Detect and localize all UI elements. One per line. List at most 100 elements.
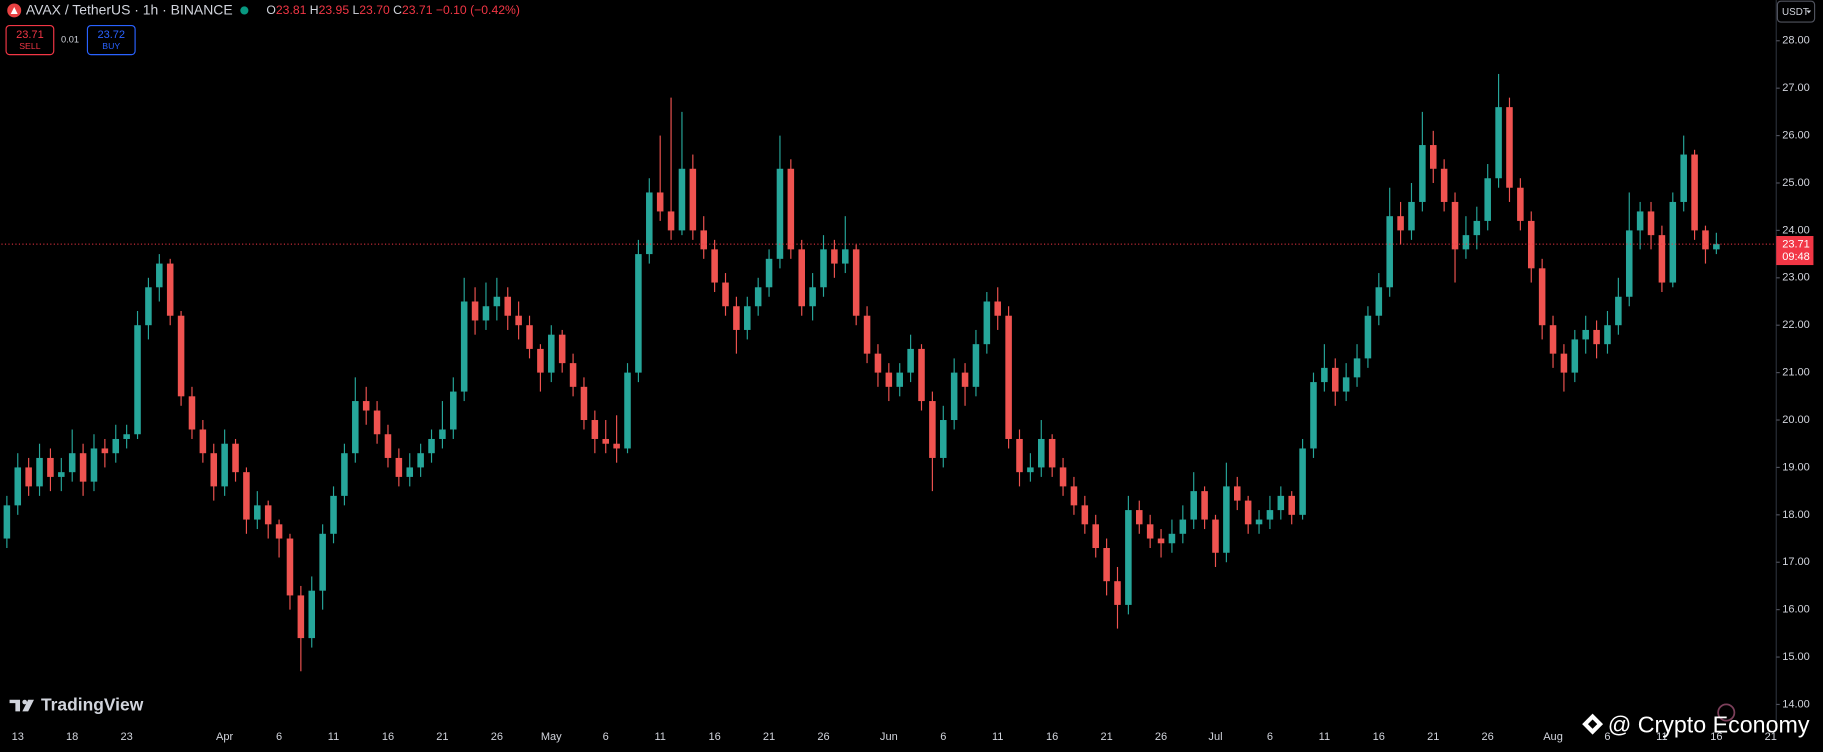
candle-body: [1244, 500, 1252, 525]
x-tick-label: 6: [1604, 731, 1610, 743]
candle-body: [1016, 438, 1023, 473]
candle-body: [450, 391, 457, 430]
candle-body: [79, 453, 87, 482]
candle-body: [515, 315, 522, 326]
candle-body: [199, 429, 207, 454]
buy-button[interactable]: 23.72 BUY: [86, 24, 136, 56]
sell-label[interactable]: SELL: [19, 41, 40, 51]
candle-body: [537, 348, 544, 373]
candle-body: [1625, 230, 1633, 297]
y-tick-label: 23.00: [1782, 272, 1810, 284]
candle-body: [798, 249, 805, 307]
candle-body: [1495, 107, 1502, 179]
x-tick-label: 16: [1046, 731, 1058, 743]
countdown: 09:48: [1782, 251, 1810, 263]
logo-text[interactable]: TradingView: [41, 695, 144, 715]
candle-body: [1081, 505, 1089, 525]
candle-body: [1691, 154, 1698, 231]
candle-body: [1636, 211, 1644, 231]
x-tick-label: 16: [382, 731, 394, 743]
tradingview-logo[interactable]: TradingView: [9, 695, 144, 715]
candle-body: [232, 443, 239, 473]
x-tick-label: 16: [1373, 731, 1385, 743]
x-tick-label: 6: [940, 731, 946, 743]
x-tick-label: 11: [328, 731, 339, 743]
candle-body: [754, 287, 762, 307]
y-tick-label: 28.00: [1782, 35, 1810, 47]
x-tick-label: 23: [121, 731, 133, 743]
watermark-text: @ Crypto Economy: [1608, 712, 1810, 738]
sell-box[interactable]: [5, 24, 55, 56]
currency-box[interactable]: [1776, 0, 1816, 23]
watermark: @ Crypto Economy: [1582, 712, 1810, 738]
candle-body: [1419, 145, 1426, 202]
candle-body: [940, 420, 947, 458]
candle-body: [744, 306, 751, 330]
candle-body: [1103, 548, 1110, 582]
candle-body: [667, 211, 675, 231]
ohlc-value: 23.81: [276, 3, 307, 17]
sell-price[interactable]: 23.71: [16, 29, 44, 41]
currency-caret[interactable]: [1806, 10, 1812, 14]
y-tick-label: 20.00: [1782, 414, 1810, 426]
quantity[interactable]: 0.01: [61, 35, 79, 45]
candle-body: [319, 533, 326, 591]
candle-body: [297, 595, 305, 639]
candle-body: [1299, 448, 1306, 515]
currency-selector[interactable]: USDT: [1776, 0, 1816, 23]
candle-body: [221, 443, 228, 487]
y-tick-label: 21.00: [1782, 367, 1810, 379]
buy-box[interactable]: [86, 24, 136, 56]
candle-body: [123, 434, 130, 439]
candle-body: [776, 168, 784, 259]
chart-title: AVAX / TetherUS · 1h · BINANCE: [26, 2, 233, 18]
logo-mark[interactable]: [22, 699, 34, 712]
candle-body: [330, 495, 337, 534]
candle-body: [602, 438, 610, 444]
candle-body: [1669, 201, 1677, 283]
candle-body: [384, 434, 392, 458]
buy-label[interactable]: BUY: [102, 41, 120, 51]
candle-body: [1484, 178, 1491, 221]
candle-body: [101, 448, 109, 454]
x-tick-label: 6: [276, 731, 282, 743]
currency-label[interactable]: USDT: [1782, 7, 1809, 18]
candle-body: [504, 296, 512, 316]
x-tick-label: 26: [817, 731, 829, 743]
candle-body: [950, 372, 958, 421]
ohlc-value: 23.71: [402, 3, 433, 17]
x-tick-label: Apr: [216, 731, 233, 743]
buy-price[interactable]: 23.72: [97, 29, 125, 41]
x-tick-label: 21: [1427, 731, 1439, 743]
candle-body: [36, 457, 43, 487]
candle-body: [1353, 358, 1361, 378]
x-tick-label: May: [541, 731, 562, 743]
candle-body: [188, 396, 196, 430]
sell-button[interactable]: 23.71 SELL: [5, 24, 55, 56]
candle-body: [733, 306, 740, 330]
candle-body: [1429, 145, 1437, 169]
candle-body: [395, 457, 403, 477]
candle-body: [1255, 519, 1263, 525]
candle-body: [929, 401, 936, 458]
candle-body: [874, 353, 882, 373]
x-tick-label: 6: [603, 731, 609, 743]
candle-body: [156, 263, 163, 288]
logo-mark[interactable]: [9, 699, 21, 712]
y-tick-label: 27.00: [1782, 82, 1810, 94]
candle-body: [1462, 235, 1470, 250]
market-status[interactable]: [240, 6, 249, 15]
ohlc-legend: O23.81 H23.95 L23.70 C23.71 −0.10 (−0.42…: [266, 3, 519, 17]
candle-body: [1331, 367, 1339, 392]
candle-body: [961, 372, 969, 387]
candle-body: [809, 287, 816, 307]
logo-mark[interactable]: [22, 699, 27, 705]
candle-body: [428, 438, 435, 454]
candle-body: [548, 334, 555, 373]
x-tick-label: 21: [436, 731, 448, 743]
ohlc-value: 23.95: [319, 3, 350, 17]
candle-body: [1179, 519, 1187, 534]
alert-icon[interactable]: [1717, 703, 1736, 722]
x-tick-label: 11: [1656, 731, 1667, 743]
candle-body: [1321, 367, 1328, 383]
